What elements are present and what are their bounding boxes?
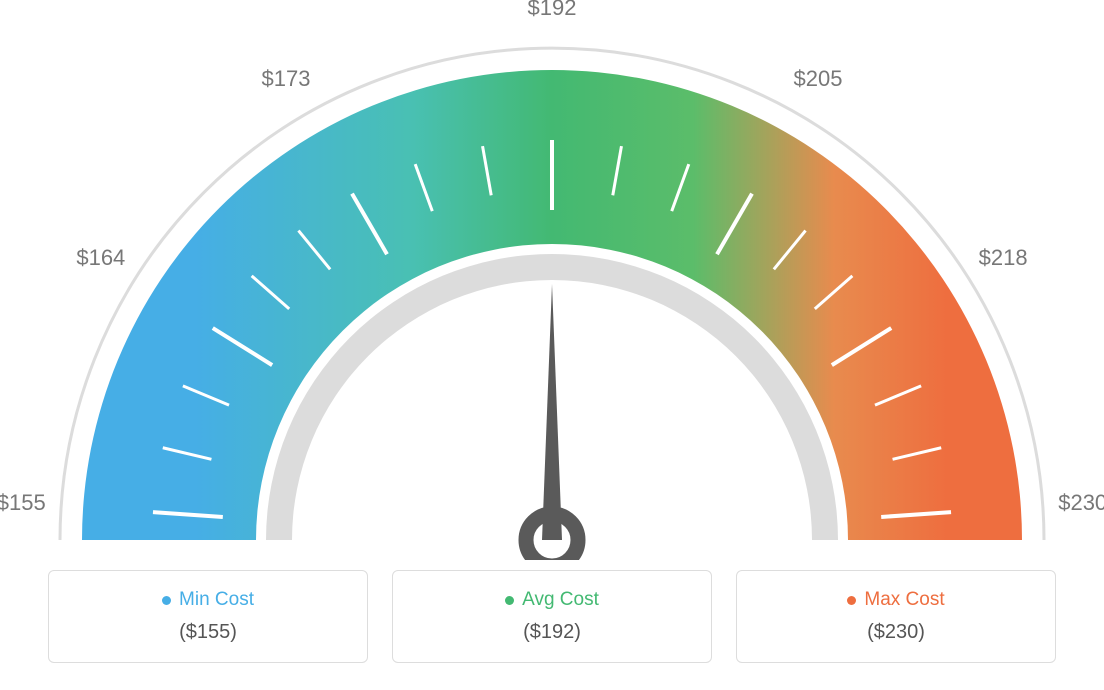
legend-label: Avg Cost	[522, 589, 599, 611]
gauge-tick-label: $192	[528, 0, 577, 21]
gauge-svg	[0, 0, 1104, 560]
gauge-tick-label: $164	[76, 245, 125, 271]
gauge-tick-label: $173	[262, 66, 311, 92]
legend-value: ($230)	[757, 621, 1035, 644]
legend-card: Avg Cost ($192)	[392, 570, 712, 663]
gauge-tick-label: $205	[794, 66, 843, 92]
legend-label: Max Cost	[864, 589, 944, 611]
legend-dot	[847, 596, 856, 605]
legend-card: Min Cost ($155)	[48, 570, 368, 663]
legend-label: Min Cost	[179, 589, 254, 611]
legend-dot	[505, 596, 514, 605]
gauge-tick-label: $230	[1058, 490, 1104, 516]
legend-value: ($192)	[413, 621, 691, 644]
gauge-tick-label: $218	[979, 245, 1028, 271]
legend-value: ($155)	[69, 621, 347, 644]
legend-title: Max Cost	[847, 589, 944, 611]
legend-dot	[162, 596, 171, 605]
legend-card: Max Cost ($230)	[736, 570, 1056, 663]
gauge-chart: $155 $164 $173 $192 $205 $218 $230	[0, 0, 1104, 560]
legend-title: Min Cost	[162, 589, 254, 611]
legend-title: Avg Cost	[505, 589, 599, 611]
gauge-tick-label: $155	[0, 490, 46, 516]
legend-row: Min Cost ($155) Avg Cost ($192) Max Cost ($23…	[0, 570, 1104, 663]
